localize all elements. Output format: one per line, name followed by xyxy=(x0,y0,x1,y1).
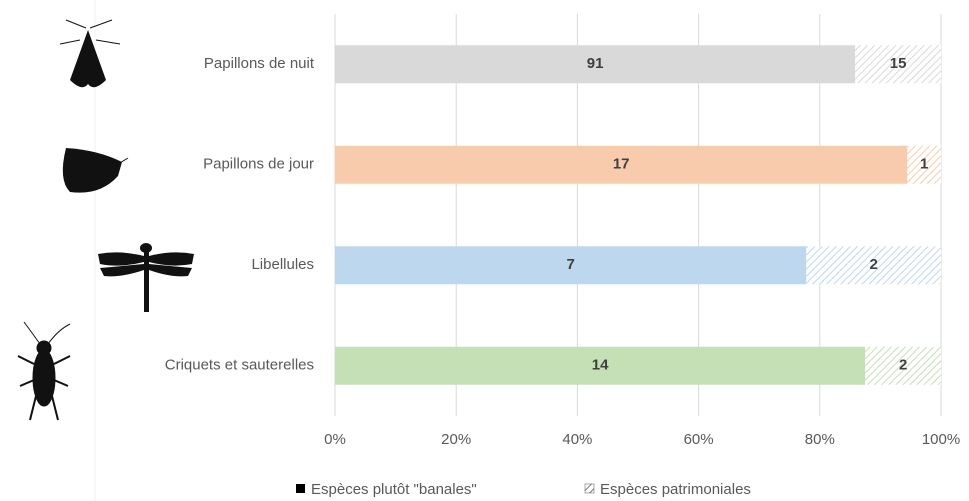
bar-segment xyxy=(335,145,908,184)
butterfly-icon xyxy=(62,148,129,193)
legend-marker xyxy=(296,484,305,493)
x-tick-label: 60% xyxy=(684,431,714,448)
x-tick-label: 80% xyxy=(805,431,835,448)
legend: Espèces plutôt "banales" Espèces patrimo… xyxy=(296,481,751,498)
x-tick-label: 40% xyxy=(562,431,592,448)
moth-icon xyxy=(59,19,121,88)
data-label: 15 xyxy=(890,55,907,72)
y-tick-label: Criquets et sauterelles xyxy=(165,357,314,374)
legend-marker xyxy=(584,483,595,494)
data-label: 2 xyxy=(869,256,877,273)
x-tick-label: 100% xyxy=(922,431,960,448)
dragonfly-icon xyxy=(98,243,194,312)
data-label: 2 xyxy=(899,357,907,374)
bar-segment xyxy=(907,145,941,184)
bar-segment xyxy=(855,45,941,84)
data-label: 17 xyxy=(613,156,630,173)
y-tick-label: Libellules xyxy=(251,256,314,273)
bar-segment xyxy=(806,246,941,285)
bar-segment xyxy=(865,346,941,385)
data-label: 91 xyxy=(587,55,604,72)
bar-segment xyxy=(335,246,807,285)
y-tick-label: Papillons de jour xyxy=(203,156,314,173)
y-tick-label: Papillons de nuit xyxy=(204,55,315,72)
data-label: 1 xyxy=(920,156,928,173)
data-label: 7 xyxy=(566,256,574,273)
x-tick-label: 20% xyxy=(441,431,471,448)
cricket-icon xyxy=(17,321,71,421)
x-tick-label: 0% xyxy=(324,431,346,448)
data-label: 14 xyxy=(592,357,609,374)
bar-segment xyxy=(335,45,856,84)
bar-segment xyxy=(335,346,866,385)
legend-label: Espèces patrimoniales xyxy=(600,481,751,498)
legend-label: Espèces plutôt "banales" xyxy=(311,481,477,498)
